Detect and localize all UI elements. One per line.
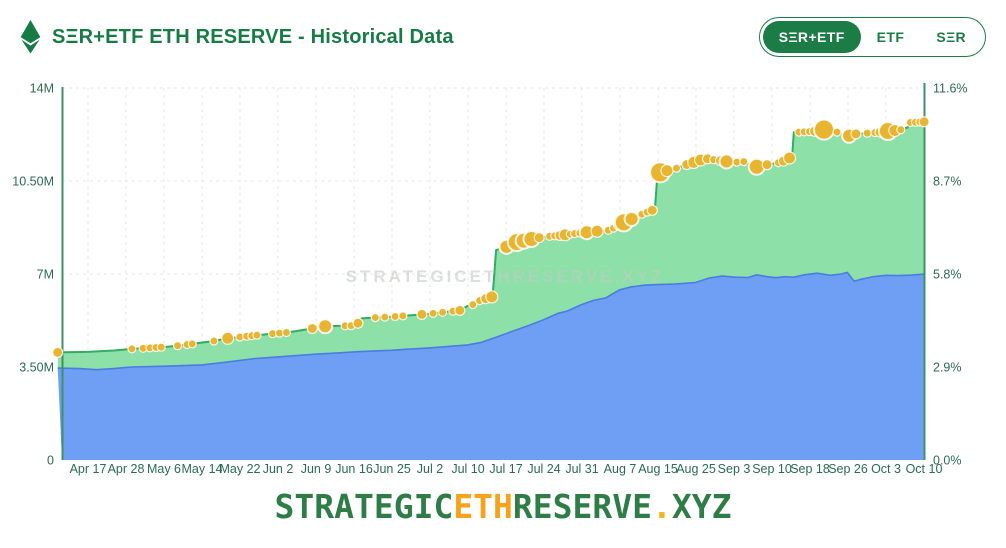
- page-title: SΞR+ETF ETH RESERVE - Historical Data: [52, 25, 454, 48]
- x-tick-label: Jun 2: [263, 462, 294, 476]
- x-tick-label: May 14: [182, 462, 223, 476]
- y-right-tick-label: 8.7%: [933, 175, 962, 189]
- event-dot[interactable]: [380, 312, 390, 322]
- event-dot[interactable]: [646, 204, 658, 216]
- x-tick-label: Apr 28: [108, 462, 145, 476]
- footer-text-eth: ETH: [453, 487, 513, 526]
- title-wrap: SΞR+ETF ETH RESERVE - Historical Data: [20, 20, 454, 54]
- x-tick-label: Aug 7: [604, 462, 637, 476]
- x-tick-label: Sep 18: [790, 462, 830, 476]
- event-dot[interactable]: [187, 339, 197, 349]
- header: SΞR+ETF ETH RESERVE - Historical Data SΞ…: [0, 0, 1006, 74]
- event-dot[interactable]: [209, 336, 219, 346]
- event-dot[interactable]: [454, 304, 466, 316]
- event-dot[interactable]: [317, 318, 334, 335]
- event-dot[interactable]: [782, 151, 797, 165]
- x-tick-label: Aug 25: [676, 462, 716, 476]
- event-dot[interactable]: [671, 163, 682, 173]
- footer-brand: STRATEGICETHRESERVE.XYZ: [0, 487, 1006, 526]
- event-dot[interactable]: [390, 311, 400, 322]
- x-tick-label: Oct 10: [906, 462, 943, 476]
- event-dot[interactable]: [485, 290, 499, 304]
- event-dot[interactable]: [352, 317, 364, 329]
- event-dot[interactable]: [370, 313, 380, 323]
- event-dot[interactable]: [281, 327, 291, 338]
- event-dot[interactable]: [127, 344, 137, 354]
- y-left-tick-label: 7M: [37, 268, 54, 282]
- event-dot[interactable]: [306, 322, 318, 335]
- x-tick-label: Jul 24: [527, 462, 560, 476]
- view-toggle-group: SΞR+ETF ETF SΞR: [758, 17, 986, 57]
- y-left-tick-label: 10.50M: [12, 175, 54, 189]
- x-tick-label: Jun 16: [335, 462, 373, 476]
- event-dot[interactable]: [173, 341, 183, 351]
- x-tick-label: May 22: [220, 462, 261, 476]
- blue-series-line: [57, 271, 926, 371]
- event-dot[interactable]: [660, 164, 674, 178]
- event-dot[interactable]: [533, 232, 545, 244]
- event-dot[interactable]: [221, 331, 235, 345]
- event-dot[interactable]: [896, 125, 906, 135]
- event-dot[interactable]: [832, 127, 842, 137]
- ethereum-logo-icon: [20, 20, 41, 54]
- x-tick-label: Sep 26: [828, 462, 868, 476]
- toggle-ser-button[interactable]: SΞR: [920, 21, 982, 53]
- y-right-tick-label: 0.0%: [933, 454, 962, 468]
- event-dot[interactable]: [623, 211, 640, 227]
- event-dot[interactable]: [468, 300, 478, 310]
- x-tick-label: Jul 2: [417, 462, 443, 476]
- x-tick-label: Jun 25: [373, 462, 411, 476]
- event-dot[interactable]: [739, 156, 749, 167]
- y-right-tick-label: 11.6%: [933, 82, 968, 96]
- event-dot[interactable]: [416, 308, 428, 320]
- y-left-tick-label: 3.50M: [19, 361, 54, 375]
- event-dot[interactable]: [398, 311, 408, 321]
- x-tick-label: Jul 17: [489, 462, 522, 476]
- event-dot[interactable]: [761, 159, 773, 171]
- event-dot[interactable]: [862, 128, 872, 138]
- x-tick-label: Oct 3: [871, 462, 901, 476]
- x-tick-label: Jun 9: [301, 462, 332, 476]
- event-dot[interactable]: [590, 224, 604, 238]
- event-dot[interactable]: [850, 128, 862, 140]
- y-left-tick-label: 0: [47, 454, 54, 468]
- event-dot[interactable]: [252, 330, 262, 340]
- toggle-ser-etf-button[interactable]: SΞR+ETF: [762, 21, 861, 53]
- x-tick-label: May 6: [147, 462, 181, 476]
- event-dot[interactable]: [718, 153, 735, 170]
- x-tick-label: Jul 31: [565, 462, 598, 476]
- x-tick-label: Aug 15: [638, 462, 678, 476]
- x-tick-label: Sep 3: [718, 462, 751, 476]
- footer-text-dot: .: [652, 487, 672, 526]
- event-dot[interactable]: [438, 307, 448, 317]
- event-dot[interactable]: [156, 342, 166, 352]
- y-left-tick-label: 14M: [30, 82, 54, 96]
- chart-watermark: STRATEGICETHRESERVE.XYZ: [346, 267, 665, 286]
- event-dot[interactable]: [918, 116, 930, 128]
- footer-text-reserve: RESERVE: [512, 487, 652, 526]
- footer-text-xyz: XYZ: [671, 487, 732, 526]
- event-dot[interactable]: [813, 118, 835, 141]
- x-tick-label: Apr 17: [70, 462, 107, 476]
- y-right-tick-label: 5.8%: [933, 268, 962, 282]
- toggle-etf-button[interactable]: ETF: [861, 21, 921, 53]
- x-tick-label: Jul 10: [451, 462, 484, 476]
- blue-area-series: [57, 272, 925, 460]
- footer-text-strategic: STRATEGIC: [274, 487, 454, 526]
- event-dot[interactable]: [428, 308, 438, 318]
- event-dot[interactable]: [52, 346, 64, 358]
- y-right-tick-label: 2.9%: [933, 361, 962, 375]
- green-area-series: [57, 121, 925, 370]
- x-tick-label: Sep 10: [752, 462, 792, 476]
